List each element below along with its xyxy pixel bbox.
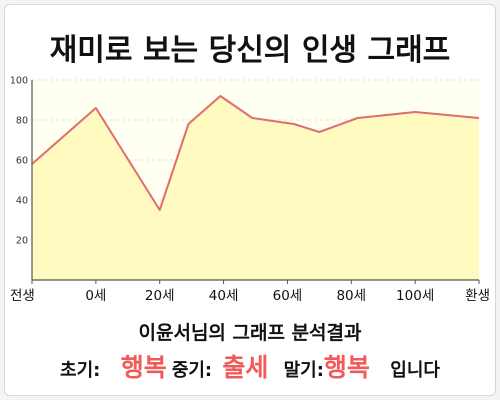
x-tick-label: 0세 <box>85 288 106 304</box>
y-tick-label: 20 <box>16 236 28 247</box>
ending-text: 입니다 <box>390 360 440 381</box>
x-tick-label: 전생 <box>10 288 35 304</box>
x-tick-label: 40세 <box>209 288 239 304</box>
late-value: 행복 <box>323 353 370 382</box>
series-line <box>31 95 480 211</box>
y-axis-ticks: 20 40 60 80 100 <box>10 76 28 247</box>
early-value: 행복 <box>120 353 167 382</box>
x-axis-ticks: 전생 0세 20세 40세 60세 80세 100세 환생 <box>10 280 490 304</box>
mid-label: 중기: <box>171 360 213 381</box>
result-summary: 초기: 행복 중기: 출세 말기:행복 입니다 <box>0 348 500 384</box>
x-tick-label: 100세 <box>396 288 434 304</box>
early-label: 초기: <box>60 360 101 381</box>
late-label: 말기: <box>283 360 324 381</box>
x-tick-label: 20세 <box>145 288 175 304</box>
result-title: 이윤서님의 그래프 분석결과 <box>138 322 362 344</box>
mid-value: 출세 <box>222 353 269 382</box>
x-tick-label: 80세 <box>336 288 366 304</box>
chart-title: 재미로 보는 당신의 인생 그래프 <box>50 33 451 68</box>
y-tick-label: 60 <box>16 156 28 167</box>
x-tick-label: 환생 <box>465 288 490 304</box>
y-tick-label: 40 <box>16 196 28 207</box>
y-tick-label: 80 <box>16 116 28 127</box>
y-tick-label: 100 <box>10 76 28 87</box>
area-fill <box>32 96 479 280</box>
x-tick-label: 60세 <box>273 288 303 304</box>
axes <box>31 80 479 281</box>
